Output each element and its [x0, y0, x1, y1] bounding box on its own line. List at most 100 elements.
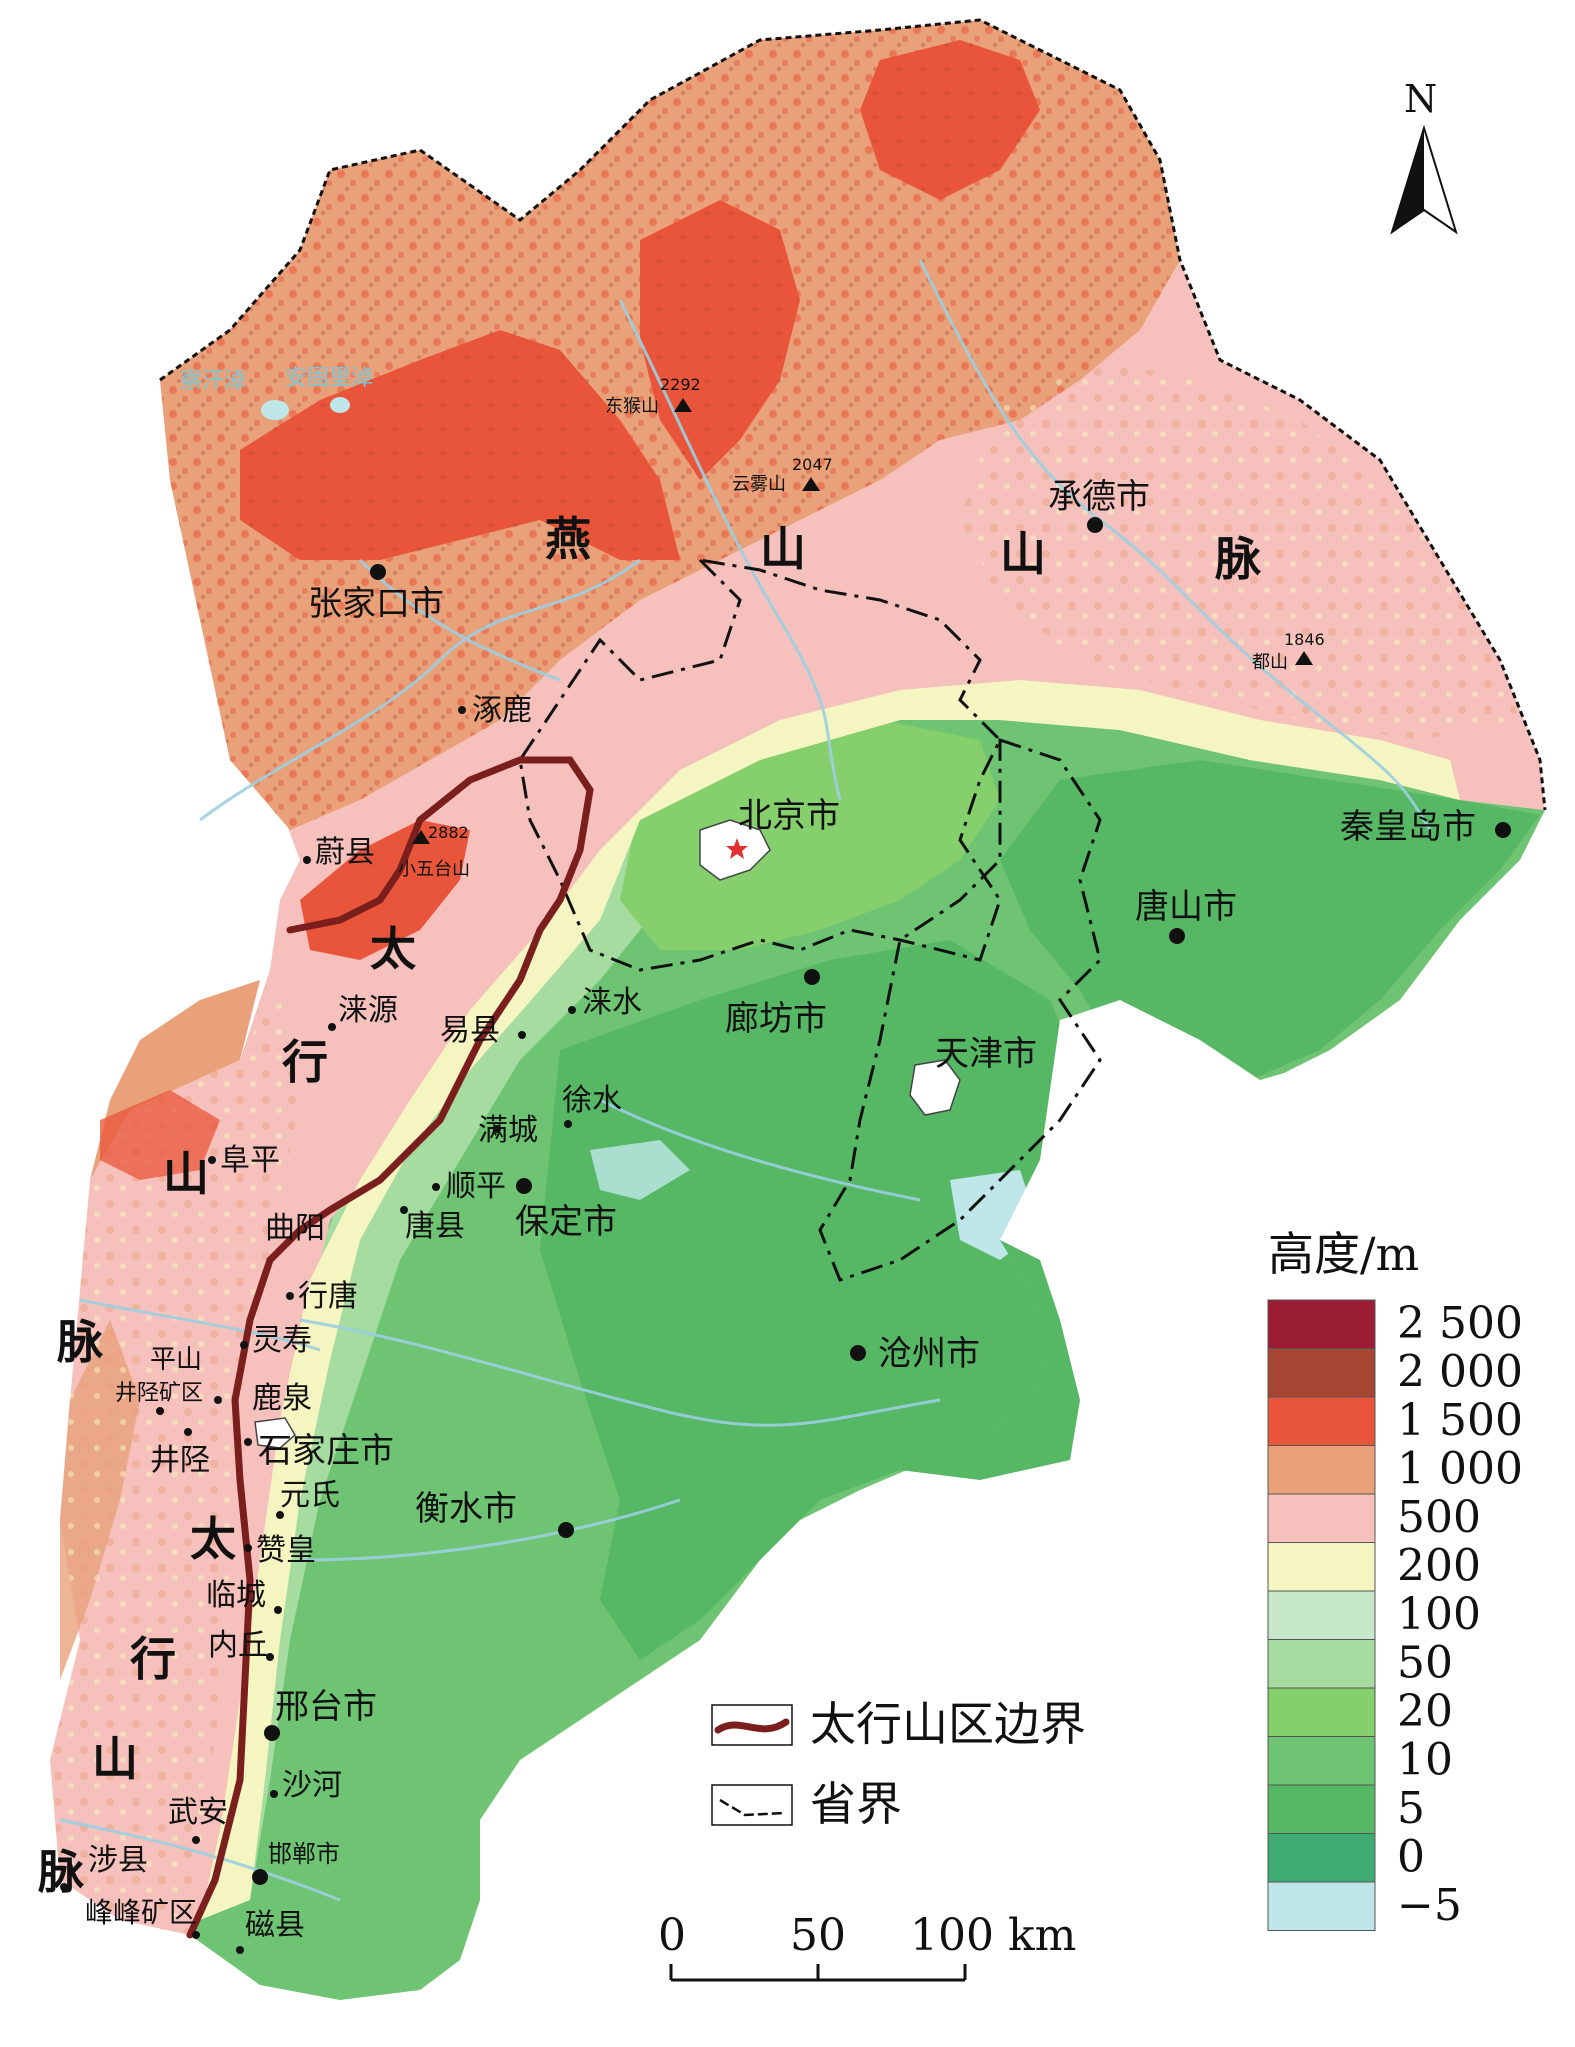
county-dot — [60, 1883, 68, 1891]
county-dot — [518, 1031, 526, 1039]
taihang-legend-label: 太行山区边界 — [810, 1697, 1086, 1751]
elevation-swatch — [1267, 1493, 1376, 1543]
city-label-tianjin: 天津市 — [935, 1034, 1037, 1074]
city-label-tangshan: 唐山市 — [1135, 887, 1237, 927]
taihang-char-2: 行 — [282, 1035, 328, 1089]
city-markers — [252, 517, 1511, 1885]
county-label-shahe: 沙河 — [282, 1768, 342, 1803]
scale-bar-label-100: 100 km — [910, 1910, 1076, 1961]
peak-name-donghou: 东猴山 — [605, 396, 659, 417]
taihang-char-8: 脉 — [38, 1845, 85, 1899]
county-label-luquan: 鹿泉 — [252, 1381, 312, 1416]
scale-bar-label-50: 50 — [790, 1910, 846, 1961]
river-hutuo — [79, 1298, 321, 1352]
beijing-star-icon — [726, 838, 748, 859]
county-dot — [236, 1946, 244, 1954]
yanshan-char-1: 燕 — [545, 512, 591, 566]
city-dot-cangzhou — [850, 1345, 866, 1361]
county-label-jingxingkuangqu: 井陉矿区 — [115, 1381, 203, 1406]
province-legend-swatch — [711, 1784, 793, 1826]
county-dot — [458, 706, 466, 714]
county-label-tangxian: 唐县 — [405, 1209, 465, 1244]
peak-elev-yunwu: 2047 — [792, 455, 833, 474]
city-label-qinhuangdao: 秦皇岛市 — [1340, 807, 1476, 847]
peak-name-yunwu: 云雾山 — [732, 474, 786, 495]
city-dot-zhangjiakou — [370, 564, 386, 580]
province-legend-line — [719, 1798, 786, 1817]
county-label-pingshan: 平山 — [150, 1345, 202, 1375]
county-dot — [276, 1511, 284, 1519]
county-dot — [244, 1438, 252, 1446]
taihang-char-6: 行 — [130, 1632, 176, 1686]
elevation-swatch — [1267, 1881, 1376, 1931]
elevation-swatch-label: −5 — [1397, 1880, 1462, 1931]
county-label-fuping: 阜平 — [220, 1143, 280, 1178]
elevation-swatch-label: 200 — [1397, 1541, 1481, 1592]
taihang-char-4: 脉 — [57, 1315, 104, 1369]
city-dot-chengde — [1087, 517, 1103, 533]
county-label-laiyuan: 涞源 — [338, 993, 398, 1028]
map-labels: 燕 山 山 脉 太 行 山 脉 太 行 山 脉 张家口市 承德市 北京市 秦皇岛… — [38, 366, 1476, 1943]
peak-name-xiaowutai: 小五台山 — [398, 859, 470, 880]
elevation-swatch-label: 2 500 — [1397, 1298, 1523, 1349]
county-dot — [192, 1931, 200, 1939]
city-label-hengshui: 衡水市 — [415, 1489, 517, 1529]
scale-bar-label-0: 0 — [658, 1910, 686, 1961]
county-dot — [214, 1396, 222, 1404]
county-label-xushui: 徐水 — [562, 1083, 622, 1118]
elevation-swatch-label: 100 — [1397, 1589, 1481, 1640]
province-borders — [159, 18, 1547, 1282]
city-label-beijing: 北京市 — [738, 796, 840, 836]
anguli-lake — [330, 397, 350, 413]
river-luan — [918, 259, 1432, 831]
city-label-xingtai: 邢台市 — [275, 1687, 377, 1727]
beijing-border — [518, 557, 1002, 972]
river-zhang — [59, 1818, 341, 1902]
county-dot — [432, 1183, 440, 1191]
county-label-yuanshi: 元氏 — [280, 1478, 340, 1513]
county-label-lincheng: 临城 — [206, 1578, 266, 1613]
city-dot-handan — [252, 1869, 268, 1885]
county-label-xingtang: 行唐 — [298, 1279, 358, 1314]
peak-triangle-icon — [1295, 651, 1313, 665]
river-yang — [358, 558, 561, 682]
tianjin-urban — [909, 1059, 961, 1116]
county-dot — [274, 1606, 282, 1614]
city-label-cangzhou: 沧州市 — [878, 1334, 980, 1374]
elevation-swatch — [1267, 1396, 1376, 1446]
county-dot — [400, 1206, 408, 1214]
river-daqing — [599, 1098, 921, 1202]
city-label-langfang: 廊坊市 — [725, 999, 827, 1039]
elevation-swatch-label: 1 000 — [1397, 1444, 1523, 1495]
county-markers — [60, 706, 576, 1954]
tangshan-plain — [1000, 760, 1540, 1085]
county-label-neiqiu: 内丘 — [208, 1628, 268, 1663]
county-label-lingshou: 灵寿 — [252, 1323, 312, 1358]
elevation-swatch — [1267, 1542, 1376, 1592]
elevation-swatch — [1267, 1348, 1376, 1398]
city-dot-tangshan — [1169, 928, 1185, 944]
city-dot-qinhuangdao — [1495, 822, 1511, 838]
taihang-char-7: 山 — [92, 1732, 138, 1786]
city-dot-hengshui — [558, 1522, 574, 1538]
county-dot — [303, 856, 311, 864]
elevation-swatch-label: 2 000 — [1397, 1347, 1523, 1398]
city-label-handan: 邯郸市 — [268, 1840, 340, 1868]
lake-label-chahannao: 察汗淖 — [180, 369, 246, 394]
terrain-layers — [50, 20, 1575, 2000]
county-dot — [156, 1407, 164, 1415]
elevation-swatch — [1267, 1687, 1376, 1737]
yanshan-char-2: 山 — [760, 522, 806, 576]
elevation-swatch-label: 500 — [1397, 1492, 1481, 1543]
elevation-swatch-label: 20 — [1397, 1686, 1453, 1737]
taihang-char-5: 太 — [190, 1512, 236, 1566]
peak-triangle-icon — [802, 477, 820, 491]
county-label-wuan: 武安 — [168, 1795, 228, 1830]
city-label-shijiazhuang: 石家庄市 — [258, 1431, 394, 1471]
taihang-char-1: 太 — [370, 922, 416, 976]
taihang-char-3: 山 — [163, 1147, 209, 1201]
province-legend-label: 省界 — [810, 1777, 902, 1831]
